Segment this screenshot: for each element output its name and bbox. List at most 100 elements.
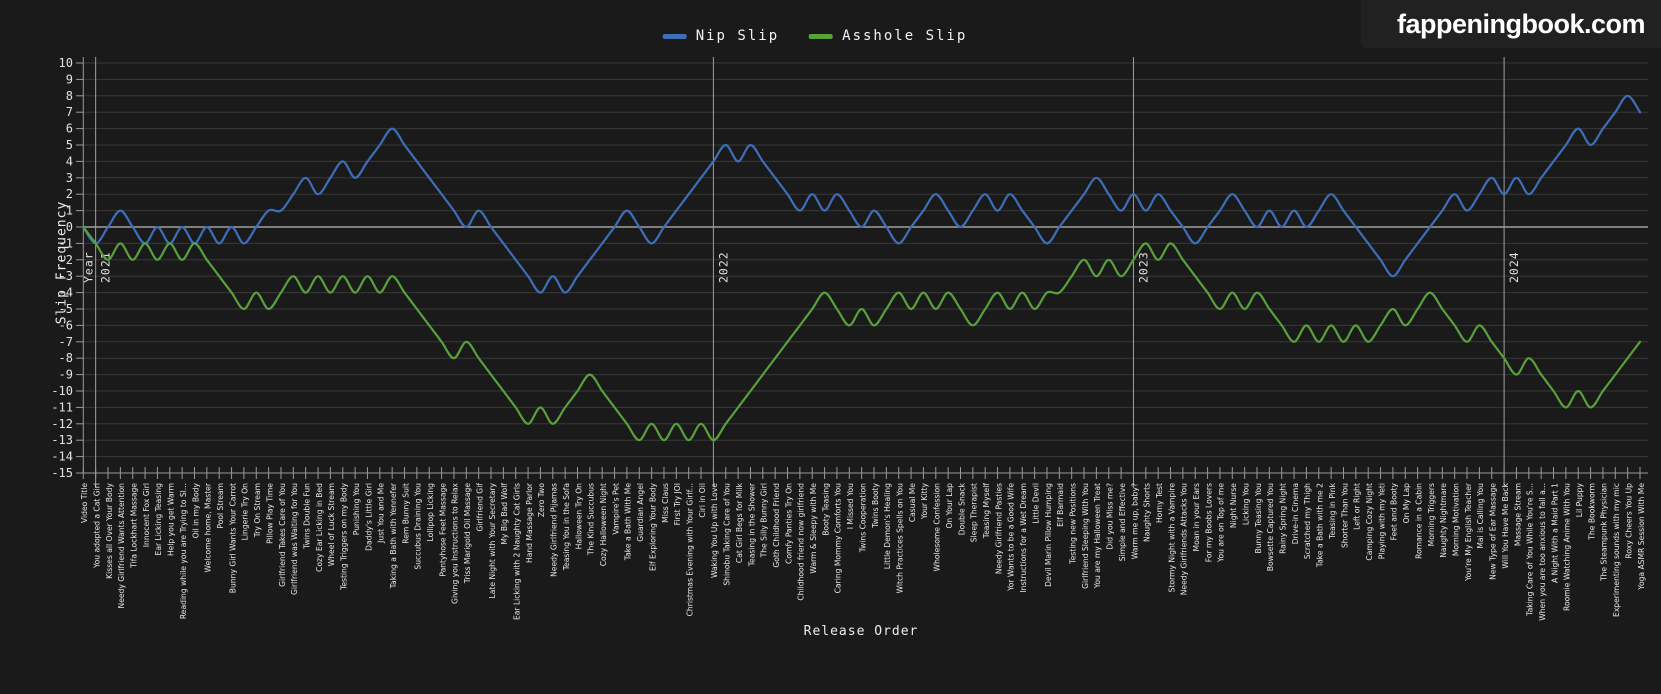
y-tick-label: 3 [66, 171, 73, 185]
legend-label: Nip Slip [695, 28, 780, 44]
x-category-label: Ciri in Oil [698, 483, 707, 518]
x-category-label: Testing new Positions [1068, 483, 1077, 565]
x-category-label: Daddy's Little Girl [364, 483, 373, 551]
x-category-label: Twins Booty [871, 482, 880, 528]
legend-item-asshole-slip[interactable]: Asshole Slip [809, 28, 967, 44]
x-category-label: A Night With a Maid Part 1 [1550, 483, 1559, 583]
y-tick-label: -1 [59, 236, 73, 250]
x-category-label: Scratched my Thigh [1303, 483, 1312, 559]
x-category-label: Stormy Night with a Vampire [1167, 483, 1176, 593]
y-tick-label: 6 [66, 122, 73, 136]
x-category-label: Girlfriend Takes Care of You [278, 483, 287, 587]
x-category-label: My Big Bad Wolf [500, 483, 509, 545]
x-category-label: Just You and Me [377, 483, 386, 544]
x-category-label: Rainy Spring Night [1279, 483, 1288, 554]
x-category-label: Innocent Fox Girl [142, 483, 151, 547]
x-category-label: Romance in a Cabin [1414, 483, 1423, 559]
x-category-label: The Steampunk Physician [1600, 483, 1609, 582]
x-category-label: You are on Top of me [1217, 483, 1226, 563]
y-tick-label: -7 [59, 335, 73, 349]
x-category-label: Morning Triggers [1427, 483, 1436, 546]
y-tick-label: -8 [59, 351, 73, 365]
y-tick-label: -3 [59, 269, 73, 283]
x-category-label: Twins Double Fun [302, 483, 311, 550]
y-tick-label: -4 [59, 286, 73, 300]
x-category-label: Goth Childhood Friend [772, 483, 781, 568]
x-category-label: Girlfriend Gif [475, 483, 484, 532]
x-category-label: Girlfriend Sleeping With You [1081, 483, 1090, 589]
y-tick-label: -13 [51, 433, 73, 447]
y-tick-label: 10 [59, 56, 73, 70]
x-category-label: Needy Girlfriend Pijamas [550, 483, 559, 577]
y-tick-label: 0 [66, 220, 73, 234]
x-category-label: Little Devil [1031, 483, 1040, 524]
x-category-label: Needy Girlfriend Wants Attention [117, 483, 126, 609]
x-category-label: Simple and Effective [1118, 483, 1127, 562]
x-category-label: Playing with my Yeti [1377, 483, 1386, 559]
x-category-label: You adopted a Cat Girl [92, 483, 101, 569]
x-category-label: Warm & Sleepy with Me [809, 483, 818, 574]
x-category-label: Naughty Nightmare [1439, 483, 1448, 558]
y-tick-label: -6 [59, 318, 73, 332]
x-category-label: New Type of Ear Massage [1489, 483, 1498, 580]
legend-swatch-icon [809, 33, 834, 39]
x-category-label: Ear Licking with 2 Naughty Cat Girls [513, 483, 522, 620]
y-tick-label: 5 [66, 138, 73, 152]
y-tick-label: -14 [51, 450, 73, 464]
x-category-label: Drive-in Cinema [1291, 483, 1300, 544]
x-category-label: Pillow Play Time [265, 483, 274, 544]
x-category-label: Cat Girl Begs for Milk [735, 482, 744, 563]
x-category-label: When you are too anxious to fall a... [1538, 483, 1547, 621]
x-category-label: Needy Girlfriends Attacks You [1180, 483, 1189, 595]
x-category-label: Night Nurse [1229, 483, 1238, 528]
x-category-label: Pantyhose Feet Massage [438, 483, 447, 577]
x-category-label: Kisses all Over Your Body [105, 483, 114, 579]
x-category-label: Double Snack [957, 482, 966, 535]
legend-swatch-icon [662, 33, 687, 39]
x-category-label: Witch Practices Spells on You [896, 483, 905, 594]
y-tick-label: 7 [66, 105, 73, 119]
x-category-label: First Try JOI [673, 483, 682, 525]
y-tick-label: 4 [66, 154, 73, 168]
x-category-label: Try On Stream [253, 483, 262, 538]
y-tick-label: 2 [66, 187, 73, 201]
x-category-label: You are my Halloween Treat [1093, 483, 1102, 589]
x-category-label: Succubus Draining You [414, 483, 423, 570]
x-category-label: On Your Lap [945, 483, 954, 529]
x-category-label: Roomie Watching Anime With You [1563, 483, 1572, 611]
chart-legend: Nip Slip Asshole Slip [662, 28, 968, 44]
x-category-label: Cozy Halloween Night [599, 483, 608, 566]
x-category-label: Twins Cooperation [858, 483, 867, 553]
x-category-label: Shorter Than You [1340, 483, 1349, 548]
x-category-label: Wholesome Confession [933, 483, 942, 572]
x-category-label: Teasing in Pink [1328, 482, 1337, 539]
x-category-label: Wheel of Luck Stream [327, 483, 336, 566]
x-category-label: Vampire's Pet [611, 483, 620, 535]
x-category-label: Warm me up, baby? [1130, 483, 1139, 559]
x-category-label: Bunny Girl Wants Your Carrot [228, 483, 237, 593]
x-category-label: Teasing in the Shower [747, 482, 756, 567]
y-axis-title: Slip Frequency [54, 200, 70, 325]
x-category-label: Childhood friend now girlfriend [797, 483, 806, 601]
y-tick-label: 1 [66, 204, 73, 218]
x-category-label: Booty Teasing [821, 483, 830, 536]
x-category-label: Needy Girlfriend Pasties [994, 483, 1003, 574]
x-category-label: Shinobu Taking Care of You [723, 483, 732, 586]
x-category-label: Take a Bath with me 2 [1316, 483, 1325, 568]
series-line-nip-slip [82, 94, 1642, 294]
x-axis-title: Release Order [803, 624, 919, 639]
y-tick-label: -10 [51, 384, 73, 398]
x-category-label: Waking You Up with Love [710, 483, 719, 578]
x-category-label: Camping Cozy Night [1365, 483, 1374, 561]
x-category-label: Elf Exploring Your Body [648, 482, 657, 570]
x-category-label: The Bookworm [1587, 483, 1596, 541]
legend-item-nip-slip[interactable]: Nip Slip [662, 28, 780, 44]
x-category-label: Your Kitty [920, 483, 929, 521]
site-logo[interactable]: fappeningbook.com [1397, 9, 1646, 39]
x-category-label: Lingerie Try On [241, 483, 250, 540]
x-category-label: Punishing You [352, 483, 361, 535]
x-category-label: Massage Stream [1513, 483, 1522, 546]
x-category-label: Horny Test [1155, 483, 1164, 523]
x-category-label: Zero Two [537, 483, 546, 517]
